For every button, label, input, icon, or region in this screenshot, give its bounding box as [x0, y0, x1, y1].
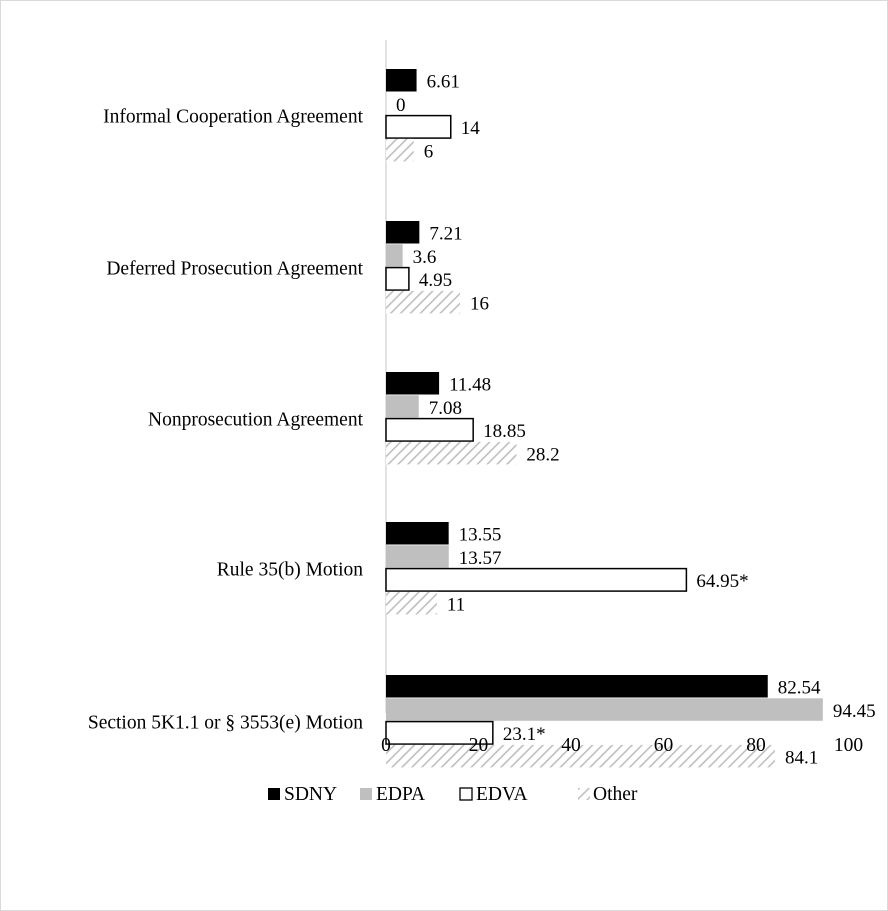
category-label: Informal Cooperation Agreement: [103, 107, 363, 128]
bar-edva: [385, 114, 452, 139]
data-label: 82.54: [778, 678, 821, 699]
data-label: 23.1*: [503, 724, 546, 745]
plot-area: Informal Cooperation Agreement Deferred P…: [88, 40, 876, 768]
data-label: 11: [447, 594, 465, 615]
bar-edpa: [386, 698, 823, 721]
legend: SDNY EDPA EDVA Other: [268, 784, 638, 805]
x-tick-label: 20: [469, 735, 489, 756]
legend-label-other: Other: [593, 784, 638, 805]
x-tick-label: 0: [381, 735, 391, 756]
bar-other: [386, 138, 414, 162]
data-label: 28.2: [526, 444, 559, 465]
data-label: 7.21: [429, 224, 462, 245]
data-label: 18.85: [483, 421, 526, 442]
bar-sdny: [386, 675, 768, 698]
x-tick-label: 40: [561, 735, 581, 756]
bar-edva: [385, 417, 474, 442]
bar-other: [386, 744, 775, 768]
legend-swatch-other: [578, 788, 590, 800]
legend-swatch-edpa: [360, 788, 372, 800]
bar-other: [386, 591, 437, 615]
data-label: 7.08: [429, 398, 462, 419]
data-label: 0: [396, 95, 406, 116]
data-label: 13.55: [459, 525, 502, 546]
bar-edva: [385, 266, 410, 291]
data-label: 3.6: [413, 247, 437, 268]
category-label: Deferred Prosecution Agreement: [106, 259, 363, 280]
legend-label-sdny: SDNY: [284, 784, 337, 805]
legend-swatch-edva: [459, 787, 473, 801]
data-label: 84.1: [785, 747, 818, 768]
category-label: Rule 35(b) Motion: [217, 560, 363, 581]
data-label: 94.45: [833, 701, 876, 722]
bar-edva: [385, 567, 688, 592]
bar-sdny: [386, 221, 420, 244]
x-tick-label: 80: [746, 735, 766, 756]
bar-edpa: [386, 244, 403, 267]
legend-label-edpa: EDPA: [376, 784, 425, 805]
data-label: 16: [470, 293, 489, 314]
category-label: Nonprosecution Agreement: [148, 410, 364, 431]
bar-sdny: [386, 69, 417, 92]
bar-edpa: [386, 545, 449, 568]
data-label: 13.57: [459, 548, 502, 569]
data-label: 6: [424, 141, 434, 162]
data-label: 11.48: [449, 375, 491, 396]
legend-label-edva: EDVA: [476, 784, 528, 805]
bar-sdny: [386, 372, 440, 395]
data-label: 14: [461, 118, 481, 139]
bar-edva: [385, 720, 494, 745]
category-label: Section 5K1.1 or § 3553(e) Motion: [88, 713, 363, 734]
data-label: 4.95: [419, 270, 452, 291]
bar-other: [386, 441, 517, 465]
bar-other: [386, 290, 460, 314]
x-tick-label: 60: [654, 735, 674, 756]
data-label: 6.61: [427, 72, 460, 93]
data-label: 64.95*: [696, 571, 748, 592]
x-tick-label: 100: [834, 735, 863, 756]
bar-sdny: [386, 522, 449, 545]
bar-edpa: [386, 395, 419, 418]
legend-swatch-sdny: [268, 788, 280, 800]
